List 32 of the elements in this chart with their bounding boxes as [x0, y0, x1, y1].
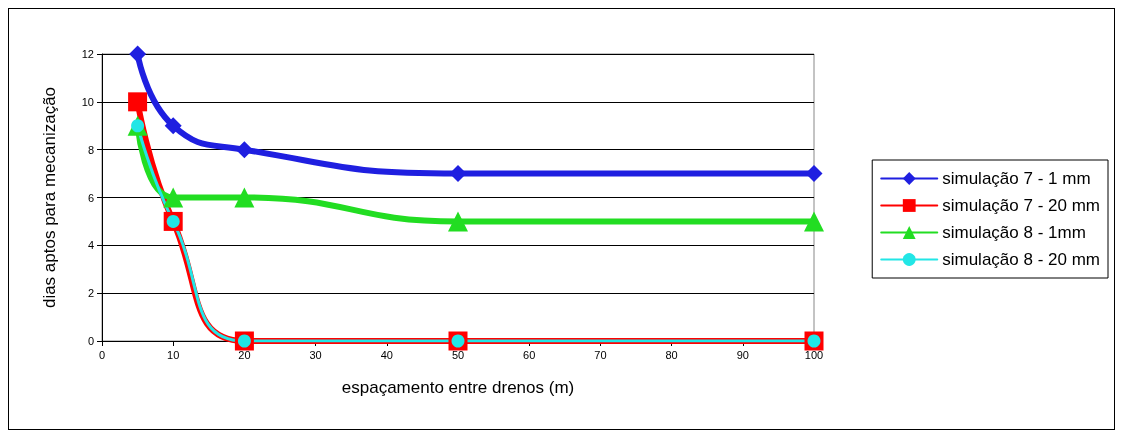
point: [448, 211, 468, 232]
legend-label: simulação 7 - 20 mm: [942, 196, 1101, 215]
x-tick-label: 60: [523, 348, 536, 361]
y-tick-label: 6: [87, 191, 94, 204]
point: [163, 187, 184, 208]
y-tick-label: 4: [87, 239, 94, 252]
x-tick-label: 50: [451, 348, 465, 361]
x-tick-label: 80: [665, 348, 678, 361]
x-tick-label: 30: [309, 348, 322, 361]
y-axis-title: dias aptos para mecanização: [40, 86, 59, 309]
y-tick-label: 0: [87, 335, 94, 347]
legend-label: simulação 8 - 20 mm: [942, 250, 1101, 269]
y-tick-label: 8: [87, 143, 94, 156]
x-tick-label: 10: [167, 348, 180, 361]
x-axis-title: espaçamento entre drenos (m): [341, 378, 575, 397]
y-tick-label: 2: [87, 287, 94, 300]
y-tick-label: 12: [81, 48, 94, 60]
point: [235, 141, 253, 159]
legend-label: simulação 7 - 1 mm: [942, 169, 1091, 188]
point: [129, 45, 147, 63]
x-tick-label: 90: [736, 348, 749, 361]
point: [804, 211, 824, 232]
x-tick-label: 20: [238, 348, 251, 361]
y-tick-label: 10: [81, 95, 94, 108]
x-tick-label: 0: [98, 348, 106, 361]
point: [128, 92, 148, 112]
point: [234, 187, 255, 208]
point: [164, 117, 182, 135]
x-tick-label: 40: [380, 348, 393, 361]
x-tick-label: 70: [594, 348, 607, 361]
x-tick-label: 100: [804, 348, 824, 361]
legend-label: simulação 8 - 1mm: [942, 223, 1086, 242]
